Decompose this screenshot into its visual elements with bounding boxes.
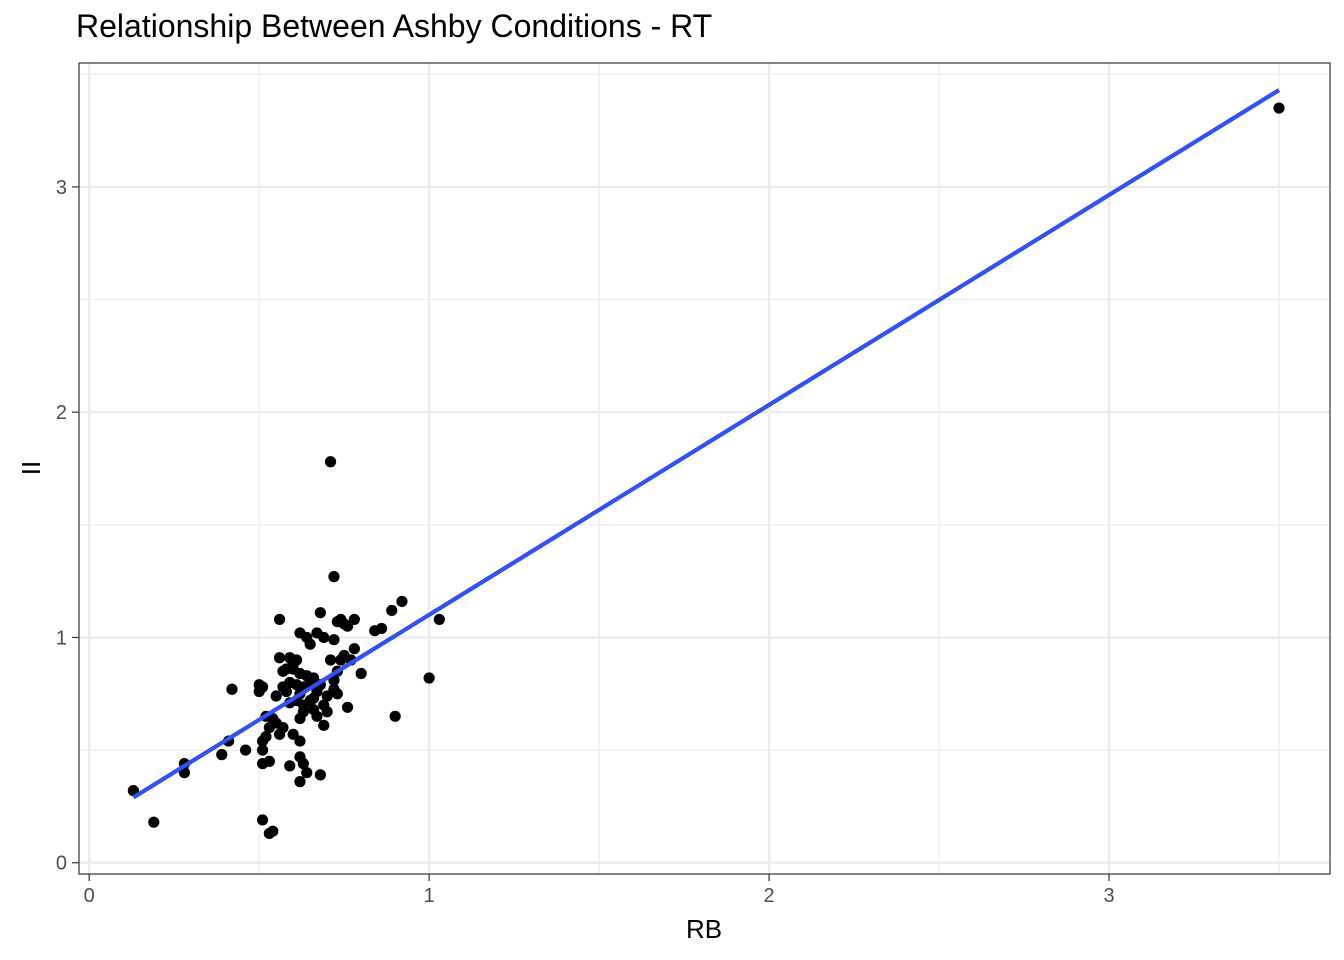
data-point [389,710,401,722]
data-points [127,102,1285,840]
data-point [256,758,269,770]
x-tick-label: 3 [1103,885,1114,907]
data-point [324,654,337,666]
data-point [318,631,330,644]
x-tick-label: 2 [764,885,775,907]
data-point [348,613,360,626]
data-point [396,595,408,608]
y-axis: 0 1 2 3 [56,177,79,875]
minor-gridlines [79,63,1330,874]
data-point [297,758,309,770]
data-point [314,607,326,619]
data-point [321,690,333,702]
data-point [1273,102,1285,114]
data-point [328,634,340,646]
data-point [256,744,269,756]
data-point [287,663,299,675]
x-axis: 0 1 2 3 [84,874,1115,907]
data-point [263,721,275,734]
data-point [263,827,275,840]
data-point [287,728,299,740]
y-tick-label: 1 [56,627,67,649]
x-tick-label: 0 [84,885,95,907]
major-gridlines [79,63,1330,874]
data-point [341,701,354,713]
data-point [270,690,282,702]
fit-line-group [132,88,1281,800]
x-tick-label: 1 [424,885,435,907]
data-point [331,688,343,700]
chart-title: Relationship Between Ashby Conditions - … [76,8,713,44]
data-point [256,814,269,826]
data-point [328,571,340,583]
x-axis-title: RB [686,914,722,944]
data-point [294,776,306,788]
data-point [226,683,238,695]
data-point [341,620,354,632]
data-point [277,665,289,677]
fit-line [132,88,1281,800]
data-point [301,767,313,779]
data-point [331,616,343,628]
data-point [273,652,286,664]
data-point [348,643,360,655]
data-point [318,719,330,731]
y-tick-label: 0 [56,853,67,875]
data-point [433,613,445,626]
data-point [284,760,296,772]
panel-border [78,62,1331,875]
data-point [304,638,316,650]
y-axis-title: II [16,461,46,475]
data-point [216,749,228,761]
data-point [324,456,337,468]
data-point [355,667,367,680]
data-point [148,816,160,828]
data-point [369,625,381,637]
data-point [253,685,265,698]
data-point [314,769,326,781]
data-point [321,706,333,718]
data-point [273,728,286,740]
y-tick-label: 3 [56,177,67,199]
data-point [307,692,320,704]
data-point [273,613,286,626]
data-point [311,710,323,722]
data-point [386,604,398,617]
y-tick-label: 2 [56,402,67,424]
data-point [294,735,306,747]
data-point [423,672,435,684]
data-point [256,735,269,747]
data-point [335,654,347,666]
data-point [297,706,309,718]
data-point [239,744,252,756]
data-point [277,681,289,693]
